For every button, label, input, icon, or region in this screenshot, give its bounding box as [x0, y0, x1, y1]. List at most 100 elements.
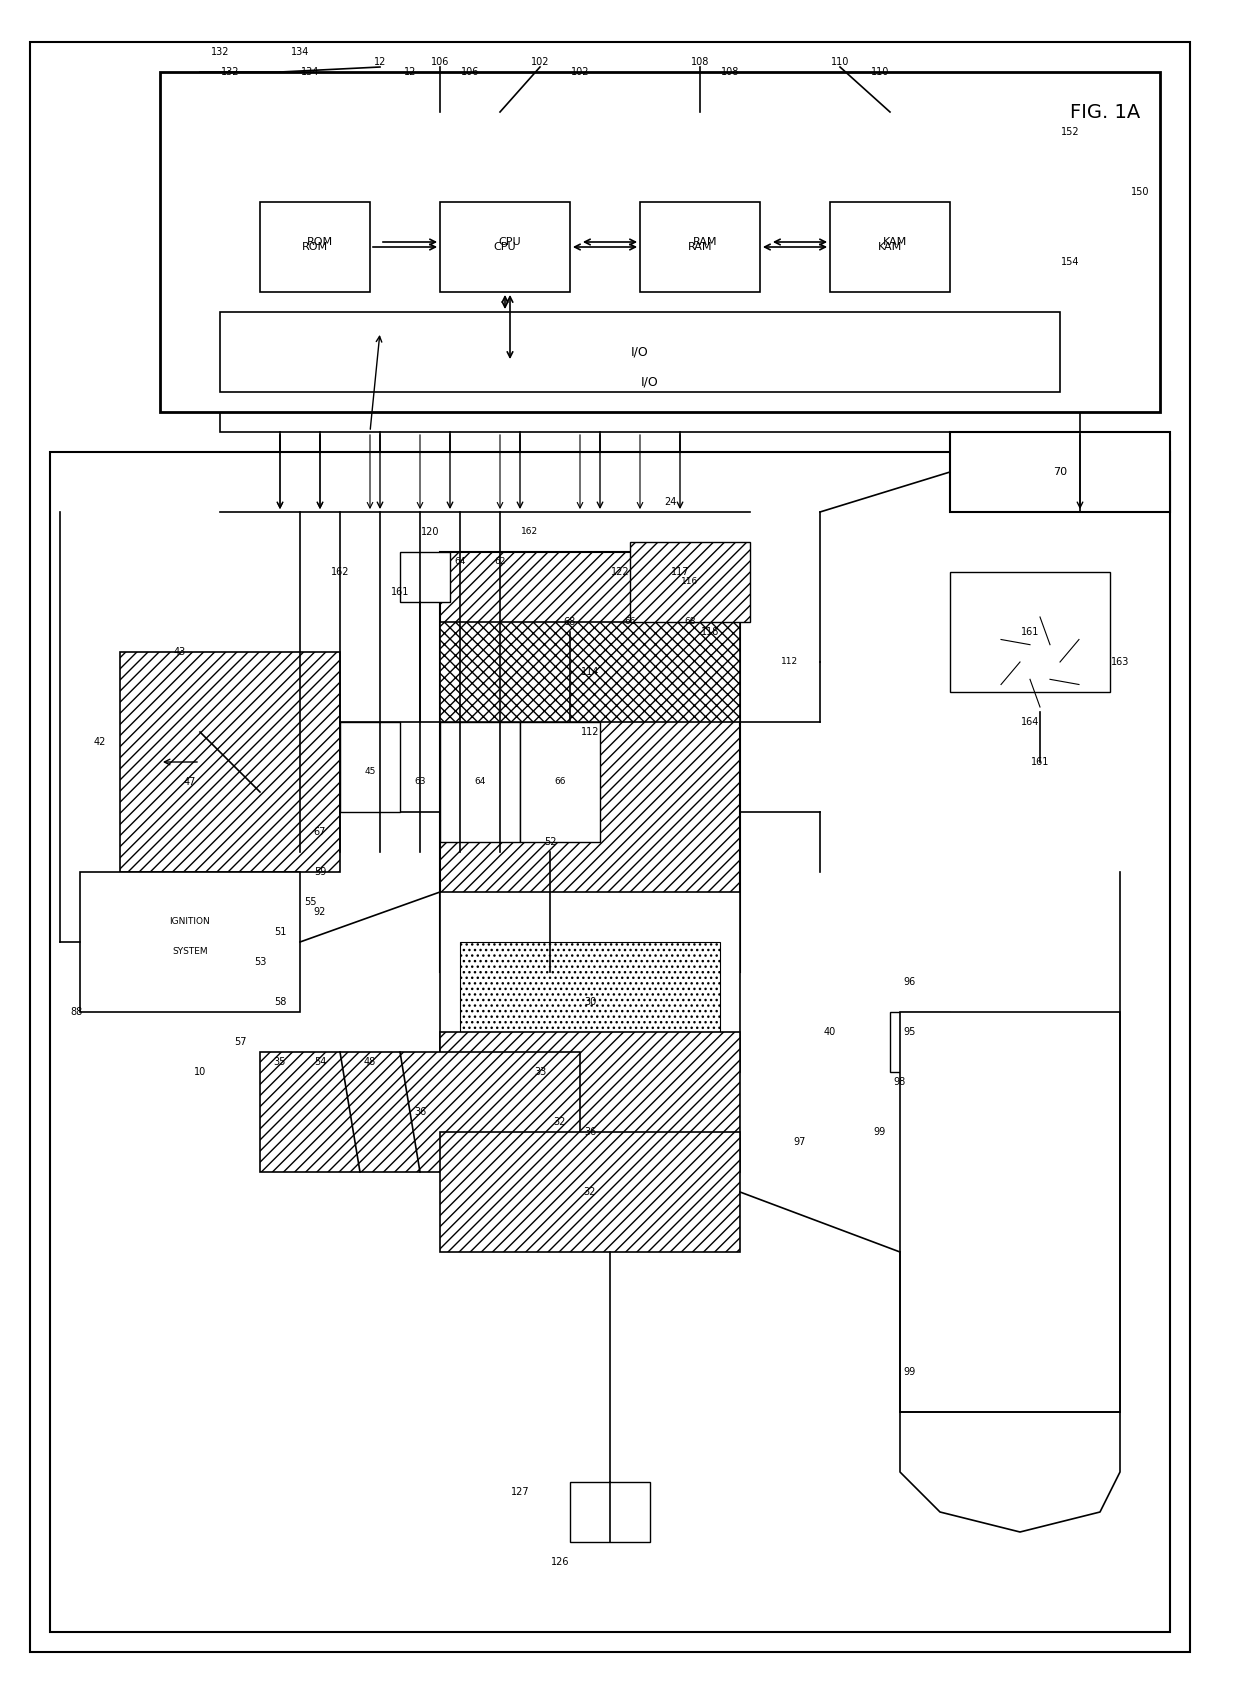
Text: 66: 66 — [624, 618, 636, 626]
Text: IGNITION: IGNITION — [170, 917, 211, 927]
Bar — [81, 871, 300, 1012]
Text: 70: 70 — [1053, 467, 1068, 477]
Bar — [900, 1012, 1120, 1413]
Text: 132: 132 — [211, 47, 229, 58]
Text: 10: 10 — [193, 1068, 206, 1078]
Text: 36: 36 — [414, 1107, 427, 1117]
Text: 58: 58 — [274, 997, 286, 1007]
Text: 102: 102 — [570, 68, 589, 78]
Text: 134: 134 — [301, 68, 319, 78]
Text: FIG. 1A: FIG. 1A — [1070, 103, 1141, 122]
Text: 66: 66 — [554, 778, 565, 787]
Text: 161: 161 — [1030, 756, 1049, 766]
Bar — [640, 191, 770, 293]
Text: 68: 68 — [684, 618, 696, 626]
Bar — [260, 191, 379, 293]
Bar — [950, 431, 1171, 513]
Bar — [640, 513, 701, 562]
Bar — [160, 73, 1159, 411]
Text: 99: 99 — [904, 1367, 916, 1377]
Text: 106: 106 — [461, 68, 479, 78]
Text: 112: 112 — [781, 658, 799, 667]
Text: 62: 62 — [495, 557, 506, 567]
Text: 95: 95 — [904, 1027, 916, 1037]
Text: 96: 96 — [904, 976, 916, 986]
Text: 40: 40 — [823, 1027, 836, 1037]
Text: 32: 32 — [584, 1188, 596, 1196]
Text: 99: 99 — [874, 1127, 887, 1137]
Text: ROM: ROM — [301, 242, 329, 252]
Bar — [830, 191, 960, 293]
Text: 134: 134 — [291, 47, 309, 58]
Text: CPU: CPU — [494, 242, 516, 252]
Text: 52: 52 — [544, 838, 557, 848]
Text: I/O: I/O — [631, 345, 649, 359]
Text: 102: 102 — [531, 58, 549, 68]
Text: 106: 106 — [430, 58, 449, 68]
Bar — [260, 1052, 580, 1173]
Text: 114: 114 — [580, 667, 599, 677]
Bar — [180, 91, 1140, 393]
Text: 67: 67 — [314, 827, 326, 838]
Text: 112: 112 — [580, 728, 599, 738]
Bar — [120, 651, 340, 871]
Text: 63: 63 — [414, 778, 425, 787]
Text: 33: 33 — [534, 1068, 546, 1078]
Bar — [440, 552, 740, 971]
Text: SYSTEM: SYSTEM — [172, 948, 208, 956]
Text: 108: 108 — [720, 68, 739, 78]
Text: 12: 12 — [373, 58, 386, 68]
Text: 47: 47 — [184, 777, 196, 787]
Text: KAM: KAM — [883, 237, 908, 247]
Text: 126: 126 — [551, 1557, 569, 1567]
Text: 162: 162 — [522, 528, 538, 536]
Text: 161: 161 — [391, 587, 409, 597]
Bar — [440, 191, 580, 293]
Text: 48: 48 — [363, 1058, 376, 1068]
Bar — [520, 722, 600, 843]
Bar — [440, 1132, 740, 1252]
Text: 42: 42 — [94, 738, 107, 746]
Text: RAM: RAM — [693, 237, 717, 247]
Text: 24: 24 — [663, 497, 676, 508]
Text: 68: 68 — [564, 618, 577, 628]
Text: 98: 98 — [894, 1078, 906, 1086]
Text: 162: 162 — [331, 567, 350, 577]
Text: 51: 51 — [274, 927, 286, 937]
Bar — [950, 572, 1110, 692]
Text: KAM: KAM — [878, 242, 903, 252]
Text: 97: 97 — [794, 1137, 806, 1147]
Text: 53: 53 — [254, 958, 267, 968]
Bar — [440, 201, 570, 293]
Bar — [401, 552, 450, 602]
Bar — [200, 102, 1120, 372]
Text: 54: 54 — [314, 1058, 326, 1068]
Text: 43: 43 — [174, 646, 186, 656]
Bar — [630, 541, 750, 623]
Bar — [440, 892, 740, 1073]
Bar — [440, 1032, 740, 1173]
Bar — [260, 201, 370, 293]
Text: 116: 116 — [681, 577, 698, 587]
Text: 88: 88 — [69, 1007, 82, 1017]
Text: 92: 92 — [314, 907, 326, 917]
Text: 110: 110 — [831, 58, 849, 68]
Text: 45: 45 — [365, 768, 376, 777]
Text: 64: 64 — [475, 778, 486, 787]
Text: 132: 132 — [221, 68, 239, 78]
Text: 120: 120 — [420, 526, 439, 536]
Bar — [219, 311, 1060, 393]
Bar — [830, 201, 950, 293]
Bar — [440, 722, 520, 843]
Text: ROM: ROM — [308, 237, 334, 247]
Text: 64: 64 — [454, 557, 466, 567]
Text: 117: 117 — [671, 567, 689, 577]
Text: 163: 163 — [1111, 656, 1130, 667]
Text: RAM: RAM — [688, 242, 712, 252]
Text: 55: 55 — [304, 897, 316, 907]
Bar — [219, 332, 1080, 431]
Bar — [640, 201, 760, 293]
Bar — [440, 623, 740, 722]
Bar — [340, 722, 401, 812]
Text: 59: 59 — [314, 866, 326, 876]
